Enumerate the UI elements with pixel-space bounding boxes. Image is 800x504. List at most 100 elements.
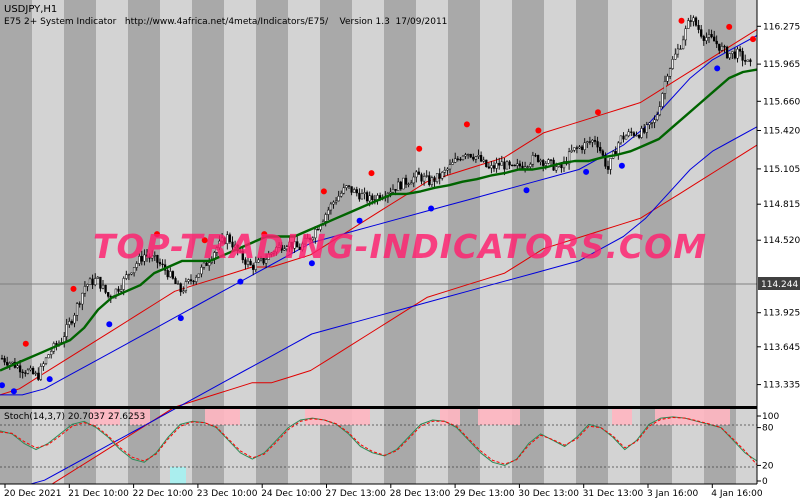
candle-body — [246, 260, 250, 265]
candle-body — [731, 51, 734, 54]
candle-body — [433, 177, 436, 182]
candle-body — [179, 283, 182, 293]
candle-body — [725, 46, 729, 59]
candle-body — [500, 161, 503, 166]
candle-body — [402, 177, 405, 190]
stoch-session-band — [0, 409, 32, 484]
panel-separator[interactable] — [0, 406, 800, 409]
stoch-session-band — [576, 409, 608, 484]
session-band — [32, 0, 64, 406]
candle-body — [464, 154, 467, 157]
candle-body — [342, 187, 345, 194]
price-tick-label: 115.660 — [763, 97, 800, 107]
stoch-session-band — [736, 409, 757, 484]
overbought-zone — [90, 409, 120, 425]
candle-body — [503, 161, 506, 170]
buy-signal-dot — [308, 260, 315, 267]
candle-body — [681, 39, 685, 50]
candle-body — [81, 292, 84, 305]
candle-body — [676, 48, 680, 55]
candle-body — [104, 284, 107, 293]
candle-body — [264, 259, 268, 264]
candle-body — [542, 160, 545, 166]
price-axis[interactable] — [757, 0, 800, 484]
candle-body — [161, 263, 164, 266]
price-tick-label: 114.520 — [763, 236, 800, 246]
candle-body — [296, 241, 299, 248]
candle-body — [560, 164, 563, 169]
candle-body — [44, 357, 48, 364]
sell-signal-dot — [201, 237, 208, 244]
candle-body — [570, 150, 573, 153]
overbought-zone — [478, 409, 520, 425]
candle-body — [151, 255, 154, 259]
blue-envelope-upper — [0, 35, 758, 396]
session-band — [512, 0, 544, 406]
buy-signal-dot — [583, 168, 590, 175]
candle-body — [88, 278, 92, 285]
candle-body — [702, 36, 705, 41]
time-tick-label: 30 Dec 13:00 — [518, 489, 579, 499]
candle-body — [233, 244, 237, 248]
candle-body — [674, 53, 677, 60]
candle-body — [459, 158, 462, 161]
candle-body — [668, 68, 672, 77]
candle-body — [466, 153, 470, 156]
candle-body — [184, 281, 188, 291]
candle-body — [327, 209, 330, 215]
candle-body — [368, 195, 371, 202]
stoch-tick-label: 100 — [762, 412, 779, 422]
candle-body — [593, 139, 597, 142]
candle-body — [65, 324, 68, 337]
candle-body — [498, 162, 501, 166]
candle-body — [192, 280, 195, 283]
candle-body — [257, 259, 260, 263]
candle-body — [127, 273, 131, 276]
candle-body — [451, 162, 454, 165]
session-band — [480, 0, 512, 406]
candle-body — [710, 34, 713, 38]
candle-body — [306, 237, 309, 240]
moving-average-line — [0, 68, 758, 372]
stoch-lines — [0, 416, 758, 466]
time-axis[interactable] — [0, 484, 800, 500]
stoch-tick-label: 20 — [762, 461, 774, 471]
buy-signal-dot — [106, 321, 113, 328]
candle-body — [531, 155, 535, 165]
candle-body — [599, 146, 602, 152]
sell-signal-dot — [535, 127, 542, 134]
candle-body — [640, 128, 643, 138]
candle-body — [197, 273, 200, 278]
candle-body — [567, 151, 571, 165]
candle-body — [31, 367, 35, 375]
candle-body — [632, 132, 636, 136]
candle-body — [86, 284, 89, 287]
session-band — [0, 0, 32, 406]
candle-body — [290, 241, 294, 249]
candle-body — [187, 279, 190, 282]
candle-body — [254, 262, 257, 270]
candle-body — [140, 256, 143, 262]
candle-body — [666, 75, 669, 82]
candle-body — [270, 252, 273, 255]
candle-body — [272, 251, 276, 254]
candle-body — [70, 321, 74, 324]
candle-body — [259, 258, 263, 261]
candle-body — [125, 274, 128, 279]
time-tick-label: 28 Dec 13:00 — [390, 489, 451, 499]
candle-body — [606, 166, 610, 170]
candle-body — [298, 246, 301, 250]
candle-body — [218, 240, 221, 248]
candle-body — [301, 243, 304, 250]
candle-body — [226, 234, 229, 244]
candle-body — [469, 153, 472, 158]
session-band — [64, 0, 96, 406]
candle-body — [425, 175, 428, 177]
candle-body — [661, 93, 664, 107]
candle-body — [277, 244, 281, 248]
candle-body — [39, 366, 42, 380]
session-band — [704, 0, 736, 406]
candle-body — [280, 244, 283, 251]
